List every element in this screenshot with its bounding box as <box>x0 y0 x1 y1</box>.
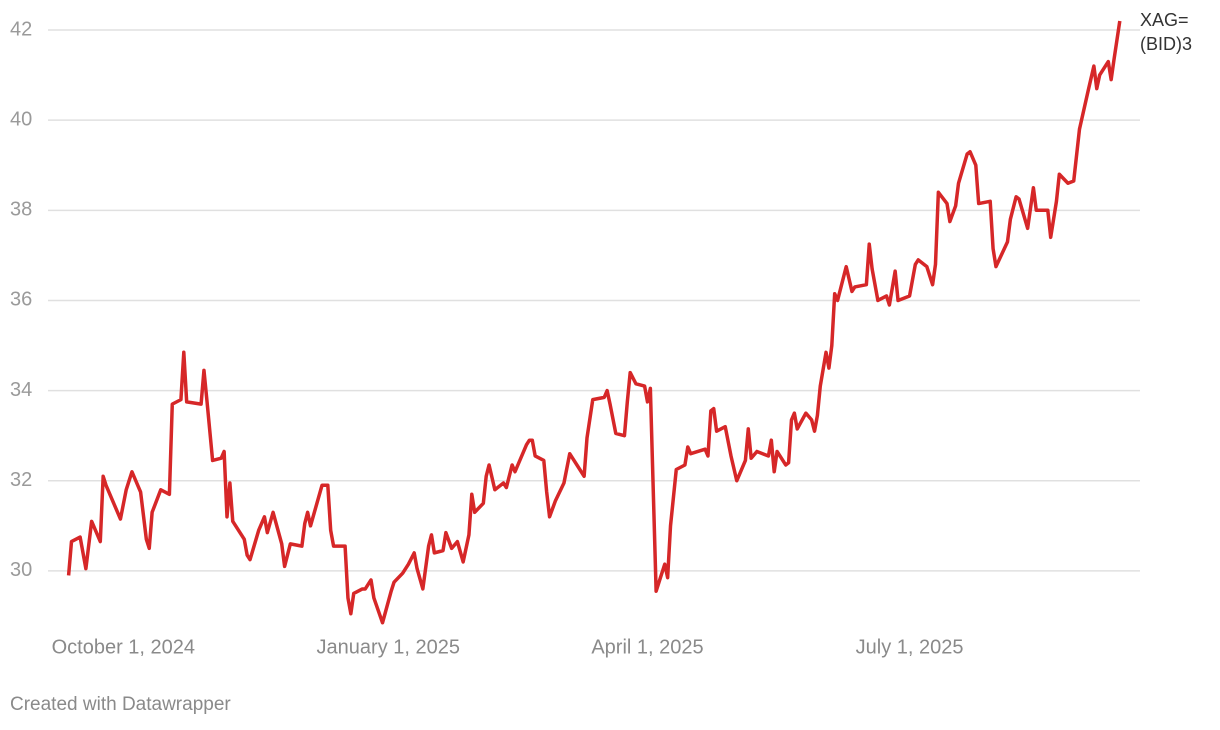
line <box>66 20 1122 625</box>
y-tick-label: 38 <box>10 199 32 221</box>
y-tick-label: 32 <box>10 469 32 491</box>
x-tick-label: January 1, 2025 <box>317 636 460 658</box>
y-tick-label: 30 <box>10 559 32 581</box>
series-label: XAG=(BID)3 <box>1140 10 1193 54</box>
y-tick-label: 42 <box>10 18 32 40</box>
x-tick-label: July 1, 2025 <box>856 636 964 658</box>
x-tick-label: October 1, 2024 <box>52 636 195 658</box>
y-tick-label: 40 <box>10 108 32 130</box>
y-tick-label: 34 <box>10 379 32 401</box>
x-tick-label: April 1, 2025 <box>591 636 703 658</box>
chart: 30 32 34 36 38 40 42 October 1, 2024 January 1, … <box>10 18 1140 658</box>
y-tick-label: 36 <box>10 289 32 311</box>
source-note: Created with Datawrapper <box>10 694 231 715</box>
